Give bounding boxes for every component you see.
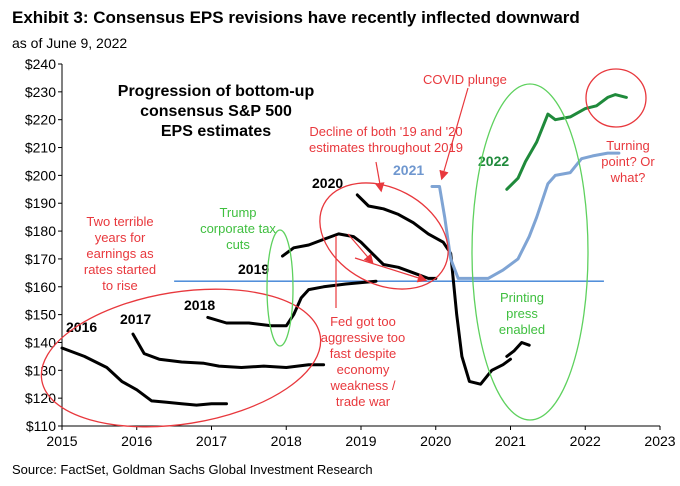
x-tick-label: 2022 [570,433,601,449]
tax-cut-ellipse [266,229,294,347]
series-line-2021 [430,151,621,280]
inset-title-line-3: EPS estimates [161,123,271,140]
y-tick-label: $190 [25,195,56,211]
y-tick-label: $170 [25,251,56,267]
year-label-2022: 2022 [478,153,509,169]
covid-arrow [439,87,469,181]
y-tick-label: $140 [25,334,56,350]
x-tick-label: 2017 [196,433,227,449]
fed-label-line-6: trade war [336,394,391,409]
y-tick-label: $240 [25,56,56,72]
covid-label: COVID plunge [423,72,507,87]
turning-label-line-3: what? [610,170,646,185]
x-tick-label: 2016 [121,433,152,449]
decline-arrow-2019 [347,233,374,264]
trump-label-line-1: Trump [219,205,256,220]
source-note: Source: FactSet, Goldman Sachs Global In… [12,462,373,477]
year-label-2018: 2018 [184,297,215,313]
inset-title-line-1: Progression of bottom-up [118,83,315,100]
fed-label-line-4: economy [337,362,390,377]
printing-label-line-1: Printing [500,290,544,305]
series-line-2020-late [505,341,531,358]
terrible-label-line-3: earnings as [86,246,154,261]
y-tick-label: $110 [26,418,56,434]
fed-label-line-2: aggressive too [321,330,406,345]
year-label-2019: 2019 [238,261,269,277]
turning-point-circle [585,68,647,128]
y-tick-label: $160 [25,279,56,295]
x-tick-label: 2019 [345,433,376,449]
turning-label-line-2: point? Or [601,154,655,169]
series-line-2016 [60,346,228,407]
x-tick-label: 2021 [495,433,526,449]
decline-arrow [375,161,385,193]
y-tick-label: $200 [25,167,56,183]
year-label-2017: 2017 [120,311,151,327]
x-tick-label: 2018 [271,433,302,449]
fed-label-line-5: weakness / [329,378,395,393]
y-tick-label: $180 [25,223,56,239]
terrible-label-line-5: to rise [102,278,137,293]
y-tick-label: $150 [25,307,56,323]
year-label-2016: 2016 [66,319,97,335]
terrible-label-line-1: Two terrible [86,214,153,229]
trump-label-line-3: cuts [226,237,250,252]
trump-label-line-2: corporate tax [200,221,276,236]
fed-label-line-3: fast despite [330,346,397,361]
fed-label-line-1: Fed got too [330,314,396,329]
axes: $110$120$130$140$150$160$170$180$190$200… [25,56,676,449]
printing-label-line-3: enabled [499,322,545,337]
turning-label-line-1: Turning [606,138,650,153]
year-label-2021: 2021 [393,162,424,178]
decline-ellipse [319,182,449,290]
terrible-label-line-2: years for [95,230,146,245]
x-tick-label: 2015 [46,433,77,449]
x-tick-label: 2023 [644,433,675,449]
series-line-2017 [131,332,326,369]
series-line-2019 [281,232,438,280]
decline-arrow-2020 [354,257,428,283]
terrible-years-ellipse [40,288,322,428]
exhibit-title: Exhibit 3: Consensus EPS revisions have … [12,8,580,27]
series-line-2022 [505,93,628,191]
year-label-2020: 2020 [312,175,343,191]
printing-label-line-2: press [506,306,538,321]
inset-title-line-2: consensus S&P 500 [140,103,292,120]
x-tick-label: 2020 [420,433,451,449]
y-tick-label: $210 [25,140,56,156]
decline-label-line-2: estimates throughout 2019 [309,140,463,155]
terrible-label-line-4: rates started [84,262,156,277]
exhibit-subtitle: as of June 9, 2022 [12,35,128,51]
y-tick-label: $130 [25,362,56,378]
y-tick-label: $220 [25,112,56,128]
y-tick-label: $230 [25,84,56,100]
printing-press-ellipse [471,83,589,421]
decline-label-line-1: Decline of both '19 and '20 [309,124,462,139]
